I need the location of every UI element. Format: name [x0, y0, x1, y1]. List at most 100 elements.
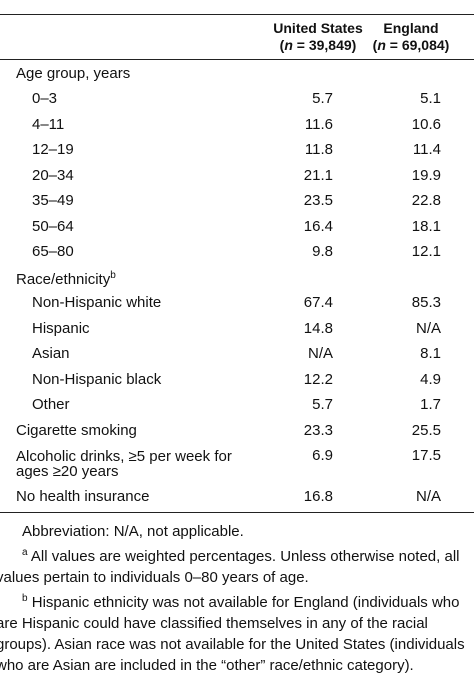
row-label: Non-Hispanic white	[32, 295, 161, 310]
cell-value: 11.8	[304, 141, 333, 159]
cell-value: 23.3	[303, 421, 333, 439]
row-label-line: Cigarette smoking	[16, 421, 137, 439]
footnote-mark: b	[22, 593, 28, 604]
page: United States (n = 39,849) England (n = 69,…	[0, 14, 474, 674]
cell-value: 25.5	[411, 421, 441, 439]
column-header: United States (n = 39,849)	[258, 20, 378, 54]
row-label: Age group, years	[16, 66, 130, 81]
row-label-line: ages ≥20 years	[16, 462, 119, 480]
row-label: No health insurance	[16, 489, 149, 504]
footnote-mark: b	[110, 269, 116, 281]
row-label: 20–34	[32, 168, 74, 183]
rule	[0, 512, 474, 513]
cell-value: 17.5	[411, 447, 441, 464]
table-row: 65–80 9.8 12.1	[0, 239, 474, 265]
column-sub-part: n	[377, 37, 386, 53]
column-sub-part: = 69,084)	[385, 37, 450, 53]
cell-value: 85.3	[411, 294, 441, 312]
row-label-line: Non-Hispanic black	[32, 370, 162, 388]
table-row: Race/ethnicityb	[0, 265, 474, 291]
column-sub-part: (	[372, 37, 378, 53]
table-row: 4–11 11.6 10.6	[0, 112, 474, 138]
row-label: 65–80	[32, 244, 74, 259]
row-label-line: Asian	[32, 345, 70, 363]
table-row: Age group, years	[0, 61, 474, 87]
cell-value: 22.8	[411, 192, 441, 210]
row-label-line: Alcoholic drinks, ≥5 per week for	[16, 447, 232, 465]
row-label: Alcoholic drinks, ≥5 per week for ages ≥2…	[16, 449, 232, 479]
column-sub-part: = 39,849)	[292, 37, 357, 53]
row-label: 4–11	[32, 117, 64, 132]
cell-value: 4.9	[420, 370, 441, 388]
cell-value: N/A	[415, 488, 441, 506]
table-row: Non-Hispanic white 67.4 85.3	[0, 290, 474, 316]
cell-value: 12.1	[411, 243, 441, 261]
cell-value: 67.4	[303, 294, 333, 312]
table-row: Non-Hispanic black 12.2 4.9	[0, 367, 474, 393]
footnote: b Hispanic ethnicity was not available f…	[0, 588, 474, 676]
table-row: Alcoholic drinks, ≥5 per week for ages ≥2…	[0, 443, 474, 484]
cell-value: 14.8	[303, 319, 333, 337]
column-sub-part: (	[279, 37, 285, 53]
row-label-line: 50–64	[32, 217, 74, 235]
cell-value: 5.7	[312, 90, 333, 108]
table-row: Other 5.7 1.7	[0, 392, 474, 418]
cell-value: 18.1	[411, 217, 441, 235]
column-sub-part: n	[284, 37, 293, 53]
rule	[0, 14, 474, 15]
row-label-line: 0–3	[32, 90, 58, 108]
table-row: Asian N/A 8.1	[0, 341, 474, 367]
row-label-line: 65–80	[32, 243, 74, 261]
cell-value: 23.5	[303, 192, 333, 210]
row-label: Cigarette smoking	[16, 423, 137, 438]
table-row: 20–34 21.1 19.9	[0, 163, 474, 189]
row-label-line: No health insurance	[16, 488, 150, 506]
row-label-line: Hispanic	[32, 319, 90, 337]
column-sub: (n = 39,849)	[258, 37, 378, 54]
row-label: Hispanic	[32, 321, 90, 336]
cell-value: 1.7	[420, 396, 441, 414]
column-name: England	[383, 20, 439, 36]
row-label-line: Other	[32, 396, 70, 414]
cell-value: 21.1	[303, 166, 333, 184]
table-row: Cigarette smoking 23.3 25.5	[0, 418, 474, 444]
row-label-line: 20–34	[32, 166, 74, 184]
row-label-line: Age group, years	[16, 64, 131, 82]
footnote-mark: a	[22, 547, 28, 558]
footnote-text: Abbreviation: N/A, not applicable.	[22, 523, 244, 540]
row-label-line: Race/ethnicityb	[16, 269, 116, 288]
cell-value: 8.1	[420, 345, 441, 363]
row-label: 12–19	[32, 142, 74, 157]
cell-value: 11.6	[304, 115, 333, 133]
row-label: 0–3	[32, 91, 57, 106]
cell-value: 16.8	[303, 488, 333, 506]
row-label-line: 35–49	[32, 192, 74, 210]
footnote: Abbreviation: N/A, not applicable.	[0, 521, 474, 542]
table-row: Hispanic 14.8 N/A	[0, 316, 474, 342]
cell-value: 5.7	[312, 396, 333, 414]
row-label: Other	[32, 397, 70, 412]
cell-value: 16.4	[303, 217, 333, 235]
cell-value: 12.2	[303, 370, 333, 388]
table-row: 12–19 11.8 11.4	[0, 137, 474, 163]
row-label: Asian	[32, 346, 70, 361]
cell-value: 6.9	[312, 447, 333, 464]
footnote-text: All values are weighted percentages. Unl…	[0, 548, 460, 586]
row-label: 35–49	[32, 193, 74, 208]
table-row: 50–64 16.4 18.1	[0, 214, 474, 240]
cell-value: 5.1	[420, 90, 441, 108]
column-header: England (n = 69,084)	[351, 20, 471, 54]
table-row: 0–3 5.7 5.1	[0, 86, 474, 112]
table-row: 35–49 23.5 22.8	[0, 188, 474, 214]
row-label: Non-Hispanic black	[32, 372, 161, 387]
cell-value: 11.4	[412, 141, 441, 159]
cell-value: 9.8	[312, 243, 333, 261]
cell-value: N/A	[307, 345, 333, 363]
cell-value: N/A	[415, 319, 441, 337]
footnote-text: Hispanic ethnicity was not available for…	[0, 594, 465, 674]
rule	[0, 59, 474, 60]
row-label-line: 12–19	[32, 141, 74, 159]
footnote: a All values are weighted percentages. U…	[0, 542, 474, 588]
footnotes: Abbreviation: N/A, not applicable. a All …	[0, 521, 474, 676]
cell-value: 10.6	[411, 115, 441, 133]
